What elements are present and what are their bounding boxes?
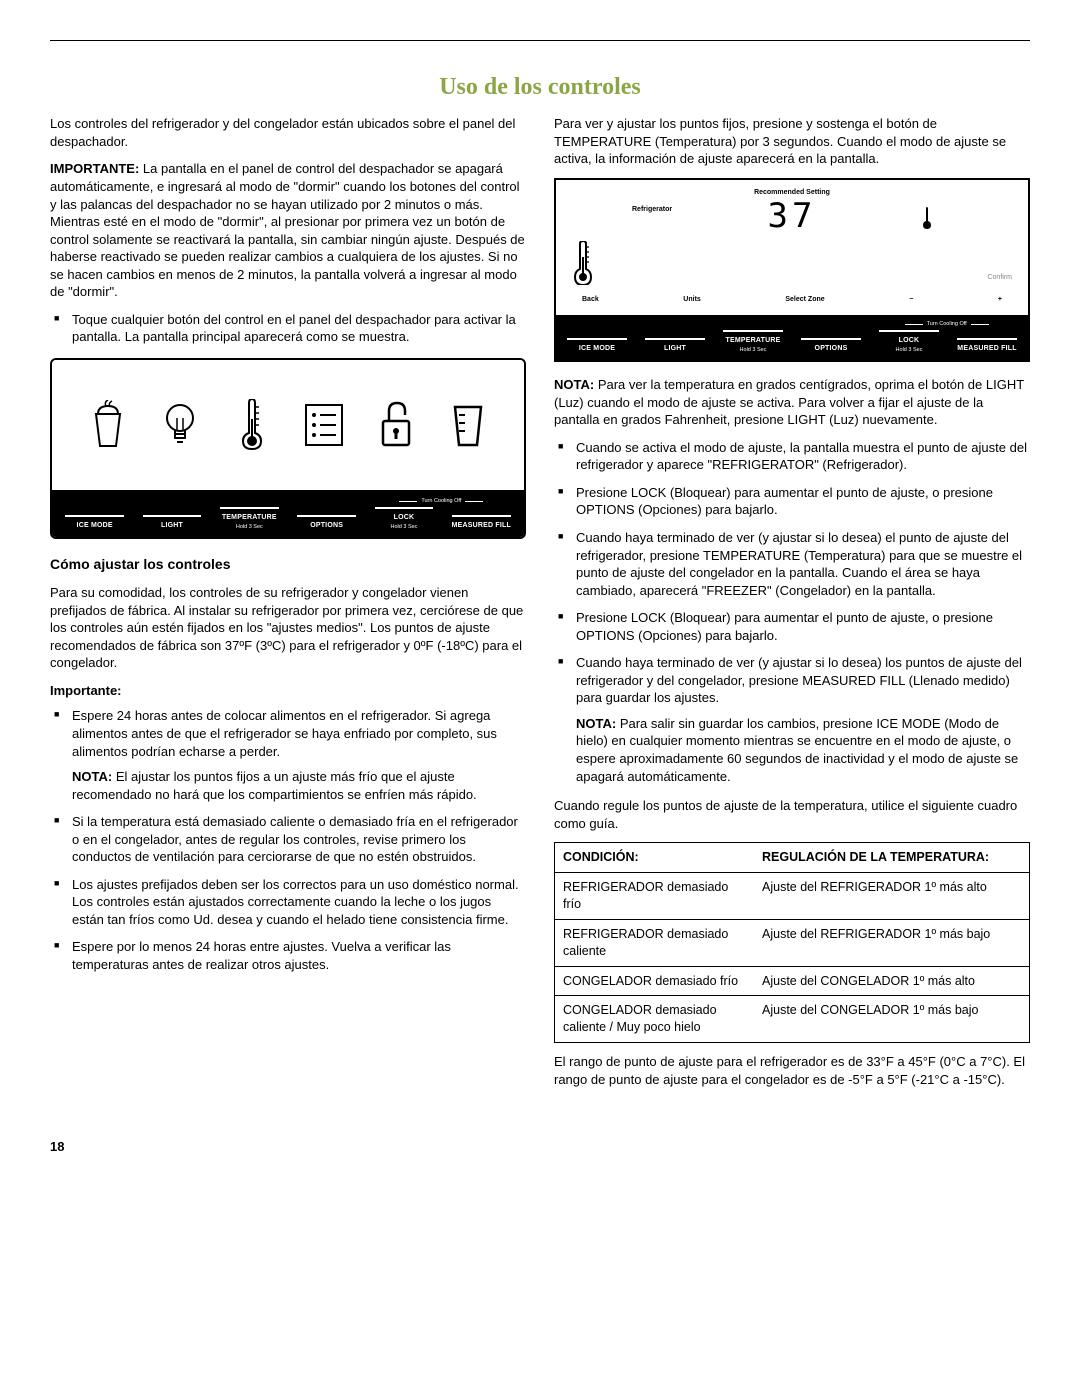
panel-btn-lock: LOCKHold 3 Sec — [367, 507, 440, 531]
table-row: CONGELADOR demasiado fríoAjuste del CONG… — [555, 966, 1030, 996]
table-row: REFRIGERADOR demasiado calienteAjuste de… — [555, 919, 1030, 966]
ice-cup-icon — [86, 395, 130, 455]
temp-display: 37 — [768, 199, 817, 233]
light-bulb-icon — [158, 395, 202, 455]
left-intro: Los controles del refrigerador y del con… — [50, 115, 526, 150]
panel2-btn-options: OPTIONS — [794, 338, 868, 354]
right-intro: Para ver y ajustar los puntos fijos, pre… — [554, 115, 1030, 168]
measured-fill-cup-icon — [446, 395, 490, 455]
adjust-bullet-b: Si la temperatura está demasiado calient… — [50, 813, 526, 866]
right-bullet-2: Presione LOCK (Bloquear) para aumentar e… — [554, 484, 1030, 519]
refrigerator-label: Refrigerator — [632, 205, 672, 214]
page-number: 18 — [50, 1138, 1030, 1156]
table-header-condition: CONDICIÓN: — [555, 843, 755, 873]
left-column: Los controles del refrigerador y del con… — [50, 115, 526, 1098]
table-row: CONGELADOR demasiado caliente / Muy poco… — [555, 996, 1030, 1043]
panel-btn-temperature: TEMPERATUREHold 3 Sec — [213, 507, 286, 531]
important-label: IMPORTANTE: — [50, 161, 139, 176]
left-important: IMPORTANTE: La pantalla en el panel de c… — [50, 160, 526, 300]
temperature-adjustment-table: CONDICIÓN: REGULACIÓN DE LA TEMPERATURA:… — [554, 842, 1030, 1043]
turn-cooling-off-label-2: Turn Cooling Off — [927, 321, 967, 328]
control-panel-diagram-adjust: Recommended Setting Refrigerator 37 Conf… — [554, 178, 1030, 362]
range-text: El rango de punto de ajuste para el refr… — [554, 1053, 1030, 1088]
table-intro: Cuando regule los puntos de ajuste de la… — [554, 797, 1030, 832]
nota1-label: NOTA: — [554, 377, 594, 392]
panel2-btn-measured-fill: MEASURED FILL — [950, 338, 1024, 354]
important-text: La pantalla en el panel de control del d… — [50, 161, 525, 299]
table-header-regulation: REGULACIÓN DE LA TEMPERATURA: — [754, 843, 1030, 873]
options-list-icon — [302, 395, 346, 455]
importante-label-2: Importante: — [50, 682, 526, 700]
right-bullet-3: Cuando haya terminado de ver (y ajustar … — [554, 529, 1030, 599]
right-bullet-5: Cuando haya terminado de ver (y ajustar … — [554, 654, 1030, 785]
right-column: Para ver y ajustar los puntos fijos, pre… — [554, 115, 1030, 1098]
panel2-btn-lock: LOCKHold 3 Sec — [872, 330, 946, 354]
panel-btn-measured-fill: MEASURED FILL — [445, 515, 518, 531]
table-row: REFRIGERADOR demasiado fríoAjuste del RE… — [555, 873, 1030, 920]
section-heading-adjust: Cómo ajustar los controles — [50, 555, 526, 574]
lock-icon — [374, 395, 418, 455]
right-bullet-4: Presione LOCK (Bloquear) para aumentar e… — [554, 609, 1030, 644]
ctrl-plus: + — [998, 295, 1002, 304]
panel2-btn-temperature: TEMPERATUREHold 3 Sec — [716, 330, 790, 354]
adjust-intro: Para su comodidad, los controles de su r… — [50, 584, 526, 672]
right-bullet-1: Cuando se activa el modo de ajuste, la p… — [554, 439, 1030, 474]
adjust-bullet-d: Espere por lo menos 24 horas entre ajust… — [50, 938, 526, 973]
turn-cooling-off-label: Turn Cooling Off — [421, 498, 461, 505]
confirm-label: Confirm — [987, 273, 1012, 282]
nota-label: NOTA: — [72, 769, 112, 784]
panel-btn-light: LIGHT — [135, 515, 208, 531]
left-bullet-1: Toque cualquier botón del control en el … — [50, 311, 526, 346]
nota-text: El ajustar los puntos fijos a un ajuste … — [72, 769, 477, 802]
ctrl-units: Units — [683, 295, 701, 304]
ctrl-minus: − — [909, 295, 913, 304]
panel2-btn-light: LIGHT — [638, 338, 712, 354]
rb5-note-text: Para salir sin guardar los cambios, pres… — [576, 716, 1018, 784]
thermometer-large-icon — [572, 241, 1012, 285]
ctrl-back: Back — [582, 295, 599, 304]
rb5-note-label: NOTA: — [576, 716, 616, 731]
right-nota1: NOTA: Para ver la temperatura en grados … — [554, 376, 1030, 429]
page-title: Uso de los controles — [50, 71, 1030, 103]
control-panel-diagram-main: Turn Cooling Off ICE MODE LIGHT TEMPERAT… — [50, 358, 526, 539]
thermometer-icon — [230, 395, 274, 455]
panel-btn-options: OPTIONS — [290, 515, 363, 531]
thermometer-small-icon — [922, 207, 932, 229]
panel2-btn-ice-mode: ICE MODE — [560, 338, 634, 354]
panel-btn-ice-mode: ICE MODE — [58, 515, 131, 531]
adjust-bullet-a: Espere 24 horas antes de colocar aliment… — [50, 707, 526, 803]
nota1-text: Para ver la temperatura en grados centíg… — [554, 377, 1024, 427]
adjust-bullet-c: Los ajustes prefijados deben ser los cor… — [50, 876, 526, 929]
ctrl-select-zone: Select Zone — [785, 295, 824, 304]
